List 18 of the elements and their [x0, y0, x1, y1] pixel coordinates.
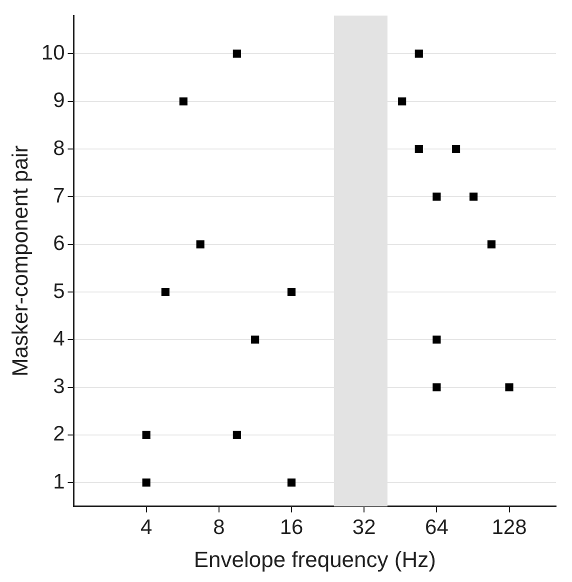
y-tick-label: 6 [53, 232, 65, 256]
x-tick-label: 128 [492, 516, 527, 539]
y-tick-label: 7 [53, 184, 65, 208]
x-tick-label: 8 [213, 516, 225, 539]
y-tick-label: 4 [53, 327, 66, 350]
y-tick-label: 9 [53, 89, 65, 112]
y-tick-label: 8 [53, 136, 65, 160]
x-tick-label: 32 [352, 516, 376, 539]
y-tick-label: 3 [53, 375, 65, 398]
x-tick-label: 64 [425, 516, 449, 539]
x-axis-title: Envelope frequency (Hz) [194, 546, 436, 572]
y-tick-label: 2 [53, 422, 65, 446]
y-tick-label: 1 [53, 470, 65, 494]
y-axis-title: Masker-component pair [7, 145, 32, 377]
x-tick-label: 16 [280, 516, 304, 539]
y-tick-label: 5 [53, 280, 65, 303]
y-tick-label: 10 [41, 42, 65, 65]
x-tick-label: 4 [140, 516, 152, 539]
